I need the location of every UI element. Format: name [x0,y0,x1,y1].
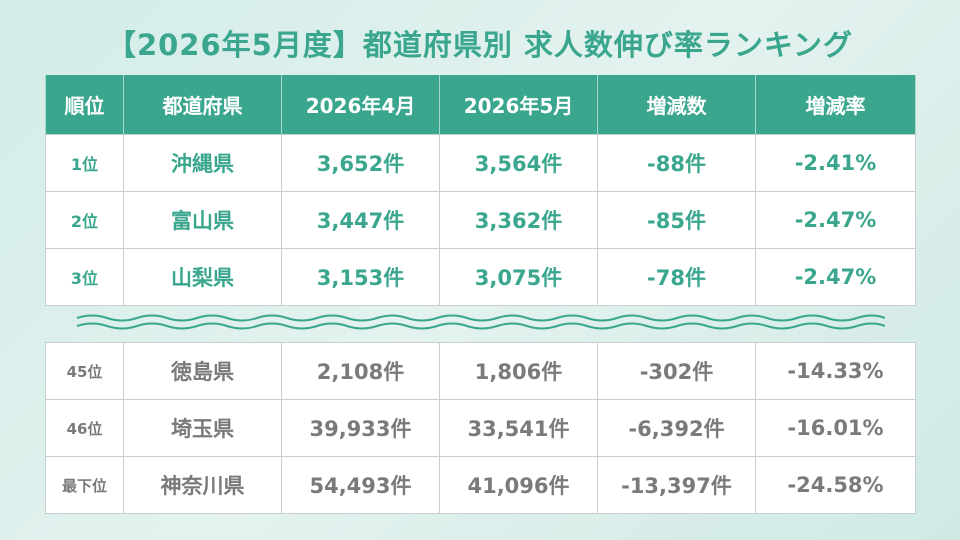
header-rate: 増減率 [755,75,916,135]
rank-cell: 最下位 [45,456,124,514]
table-row: 3位 山梨県 3,153件 3,075件 -78件 -2.47% [45,248,916,306]
diff-cell: -78件 [597,248,756,306]
table-row: 最下位 神奈川県 54,493件 41,096件 -13,397件 -24.58… [45,456,916,514]
rank-cell: 1位 [45,134,124,192]
april-cell: 3,153件 [281,248,440,306]
prefecture-cell: 神奈川県 [123,456,282,514]
prefecture-cell: 富山県 [123,191,282,249]
rate-cell: -2.47% [755,191,916,249]
rate-cell: -14.33% [755,342,916,400]
rate-cell: -2.41% [755,134,916,192]
may-cell: 33,541件 [439,399,598,457]
wave-divider-icon [77,314,885,330]
ranking-table-bottom: 45位 徳島県 2,108件 1,806件 -302件 -14.33% 46位 … [45,342,916,514]
april-cell: 3,447件 [281,191,440,249]
diff-cell: -6,392件 [597,399,756,457]
rank-cell: 46位 [45,399,124,457]
header-diff: 増減数 [597,75,756,135]
ranking-table-top: 順位 都道府県 2026年4月 2026年5月 増減数 増減率 1位 沖縄県 3… [45,75,916,306]
rank-cell: 45位 [45,342,124,400]
rate-cell: -16.01% [755,399,916,457]
page-title: 【2026年5月度】都道府県別 求人数伸び率ランキング [106,28,854,62]
diff-cell: -85件 [597,191,756,249]
diff-cell: -88件 [597,134,756,192]
rate-cell: -2.47% [755,248,916,306]
diff-cell: -302件 [597,342,756,400]
rank-cell: 3位 [45,248,124,306]
prefecture-cell: 徳島県 [123,342,282,400]
prefecture-cell: 山梨県 [123,248,282,306]
header-rank: 順位 [45,75,124,135]
may-cell: 3,564件 [439,134,598,192]
table-header-row: 順位 都道府県 2026年4月 2026年5月 増減数 増減率 [45,75,916,135]
april-cell: 2,108件 [281,342,440,400]
april-cell: 3,652件 [281,134,440,192]
diff-cell: -13,397件 [597,456,756,514]
header-april: 2026年4月 [281,75,440,135]
table-row: 2位 富山県 3,447件 3,362件 -85件 -2.47% [45,191,916,249]
may-cell: 3,362件 [439,191,598,249]
rate-cell: -24.58% [755,456,916,514]
may-cell: 41,096件 [439,456,598,514]
prefecture-cell: 沖縄県 [123,134,282,192]
table-row: 1位 沖縄県 3,652件 3,564件 -88件 -2.41% [45,134,916,192]
april-cell: 54,493件 [281,456,440,514]
prefecture-cell: 埼玉県 [123,399,282,457]
table-row: 46位 埼玉県 39,933件 33,541件 -6,392件 -16.01% [45,399,916,457]
table-row: 45位 徳島県 2,108件 1,806件 -302件 -14.33% [45,342,916,400]
header-prefecture: 都道府県 [123,75,282,135]
rank-cell: 2位 [45,191,124,249]
april-cell: 39,933件 [281,399,440,457]
header-may: 2026年5月 [439,75,598,135]
may-cell: 1,806件 [439,342,598,400]
may-cell: 3,075件 [439,248,598,306]
